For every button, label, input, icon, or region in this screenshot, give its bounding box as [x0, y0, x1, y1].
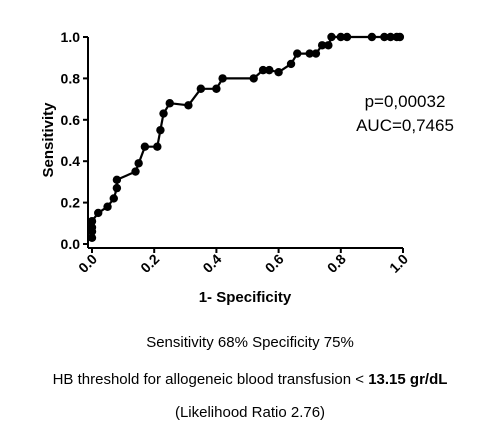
roc-point — [324, 41, 333, 50]
roc-curve-line — [90, 35, 400, 238]
roc-point — [103, 202, 112, 211]
roc-point — [140, 142, 150, 151]
roc-point — [184, 101, 193, 110]
roc-point — [305, 49, 314, 58]
roc-point — [109, 194, 118, 203]
roc-point — [153, 142, 162, 151]
y-tick-label: 0.2 — [61, 195, 81, 211]
x-tick-label: 0.0 — [75, 251, 100, 276]
roc-point — [218, 74, 227, 83]
chart-axes — [87, 37, 403, 249]
roc-curve-points — [87, 32, 405, 242]
roc-point — [293, 49, 302, 58]
roc-point — [367, 32, 377, 42]
roc-point — [258, 65, 268, 75]
p-value-annotation: p=0,00032 — [365, 92, 446, 111]
x-tick-label: 0.6 — [262, 251, 287, 276]
roc-point — [159, 109, 168, 118]
roc-point — [196, 84, 206, 93]
y-tick-label: 0.8 — [61, 70, 81, 86]
y-axis-label: Sensitivity — [40, 102, 57, 178]
x-tick-label: 0.8 — [324, 251, 349, 276]
hb-threshold-caption: HB threshold for allogeneic blood transf… — [0, 371, 500, 388]
chart-ticks: 0.0 0.2 0.4 0.6 0.8 1.0 0.0 0.2 0.4 0.6 0.8 1.0 — [61, 29, 412, 276]
roc-point — [165, 99, 174, 108]
roc-point — [274, 67, 283, 77]
roc-point — [265, 65, 274, 75]
roc-point — [156, 125, 165, 135]
roc-point — [286, 59, 296, 69]
sensitivity-specificity-caption: Sensitivity 68% Specificity 75% — [146, 334, 354, 351]
roc-point — [311, 49, 321, 58]
hb-threshold-value: 13.15 gr/dL — [368, 371, 448, 388]
y-tick-label: 1.0 — [61, 29, 81, 45]
roc-point — [380, 32, 389, 42]
hb-threshold-text: HB threshold for allogeneic blood transf… — [52, 371, 369, 388]
x-tick-label: 0.2 — [137, 251, 162, 276]
y-tick-label: 0.6 — [61, 112, 81, 128]
roc-point — [336, 32, 345, 42]
auc-annotation: AUC=0,7465 — [356, 116, 454, 135]
roc-point — [87, 233, 97, 242]
roc-point — [112, 175, 122, 185]
roc-point — [342, 32, 352, 42]
x-axis-label: 1- Specificity — [199, 289, 292, 306]
roc-point — [134, 159, 143, 168]
roc-point — [327, 32, 336, 42]
roc-point — [131, 167, 140, 176]
y-tick-label: 0.0 — [61, 236, 81, 252]
roc-point — [386, 32, 395, 42]
x-tick-label: 1.0 — [386, 251, 411, 276]
roc-point — [87, 223, 97, 232]
roc-point — [112, 183, 122, 193]
likelihood-ratio-caption: (Likelihood Ratio 2.76) — [174, 404, 326, 421]
roc-chart: 0.0 0.2 0.4 0.6 0.8 1.0 0.0 0.2 0.4 0.6 0.8 1.0 Sen… — [40, 29, 454, 306]
roc-point — [212, 84, 221, 93]
roc-point — [94, 208, 103, 218]
x-tick-label: 0.4 — [199, 251, 224, 276]
roc-point — [395, 32, 405, 42]
roc-point — [317, 41, 327, 50]
roc-point — [249, 74, 258, 83]
roc-point — [87, 217, 97, 226]
y-tick-label: 0.4 — [61, 153, 81, 169]
